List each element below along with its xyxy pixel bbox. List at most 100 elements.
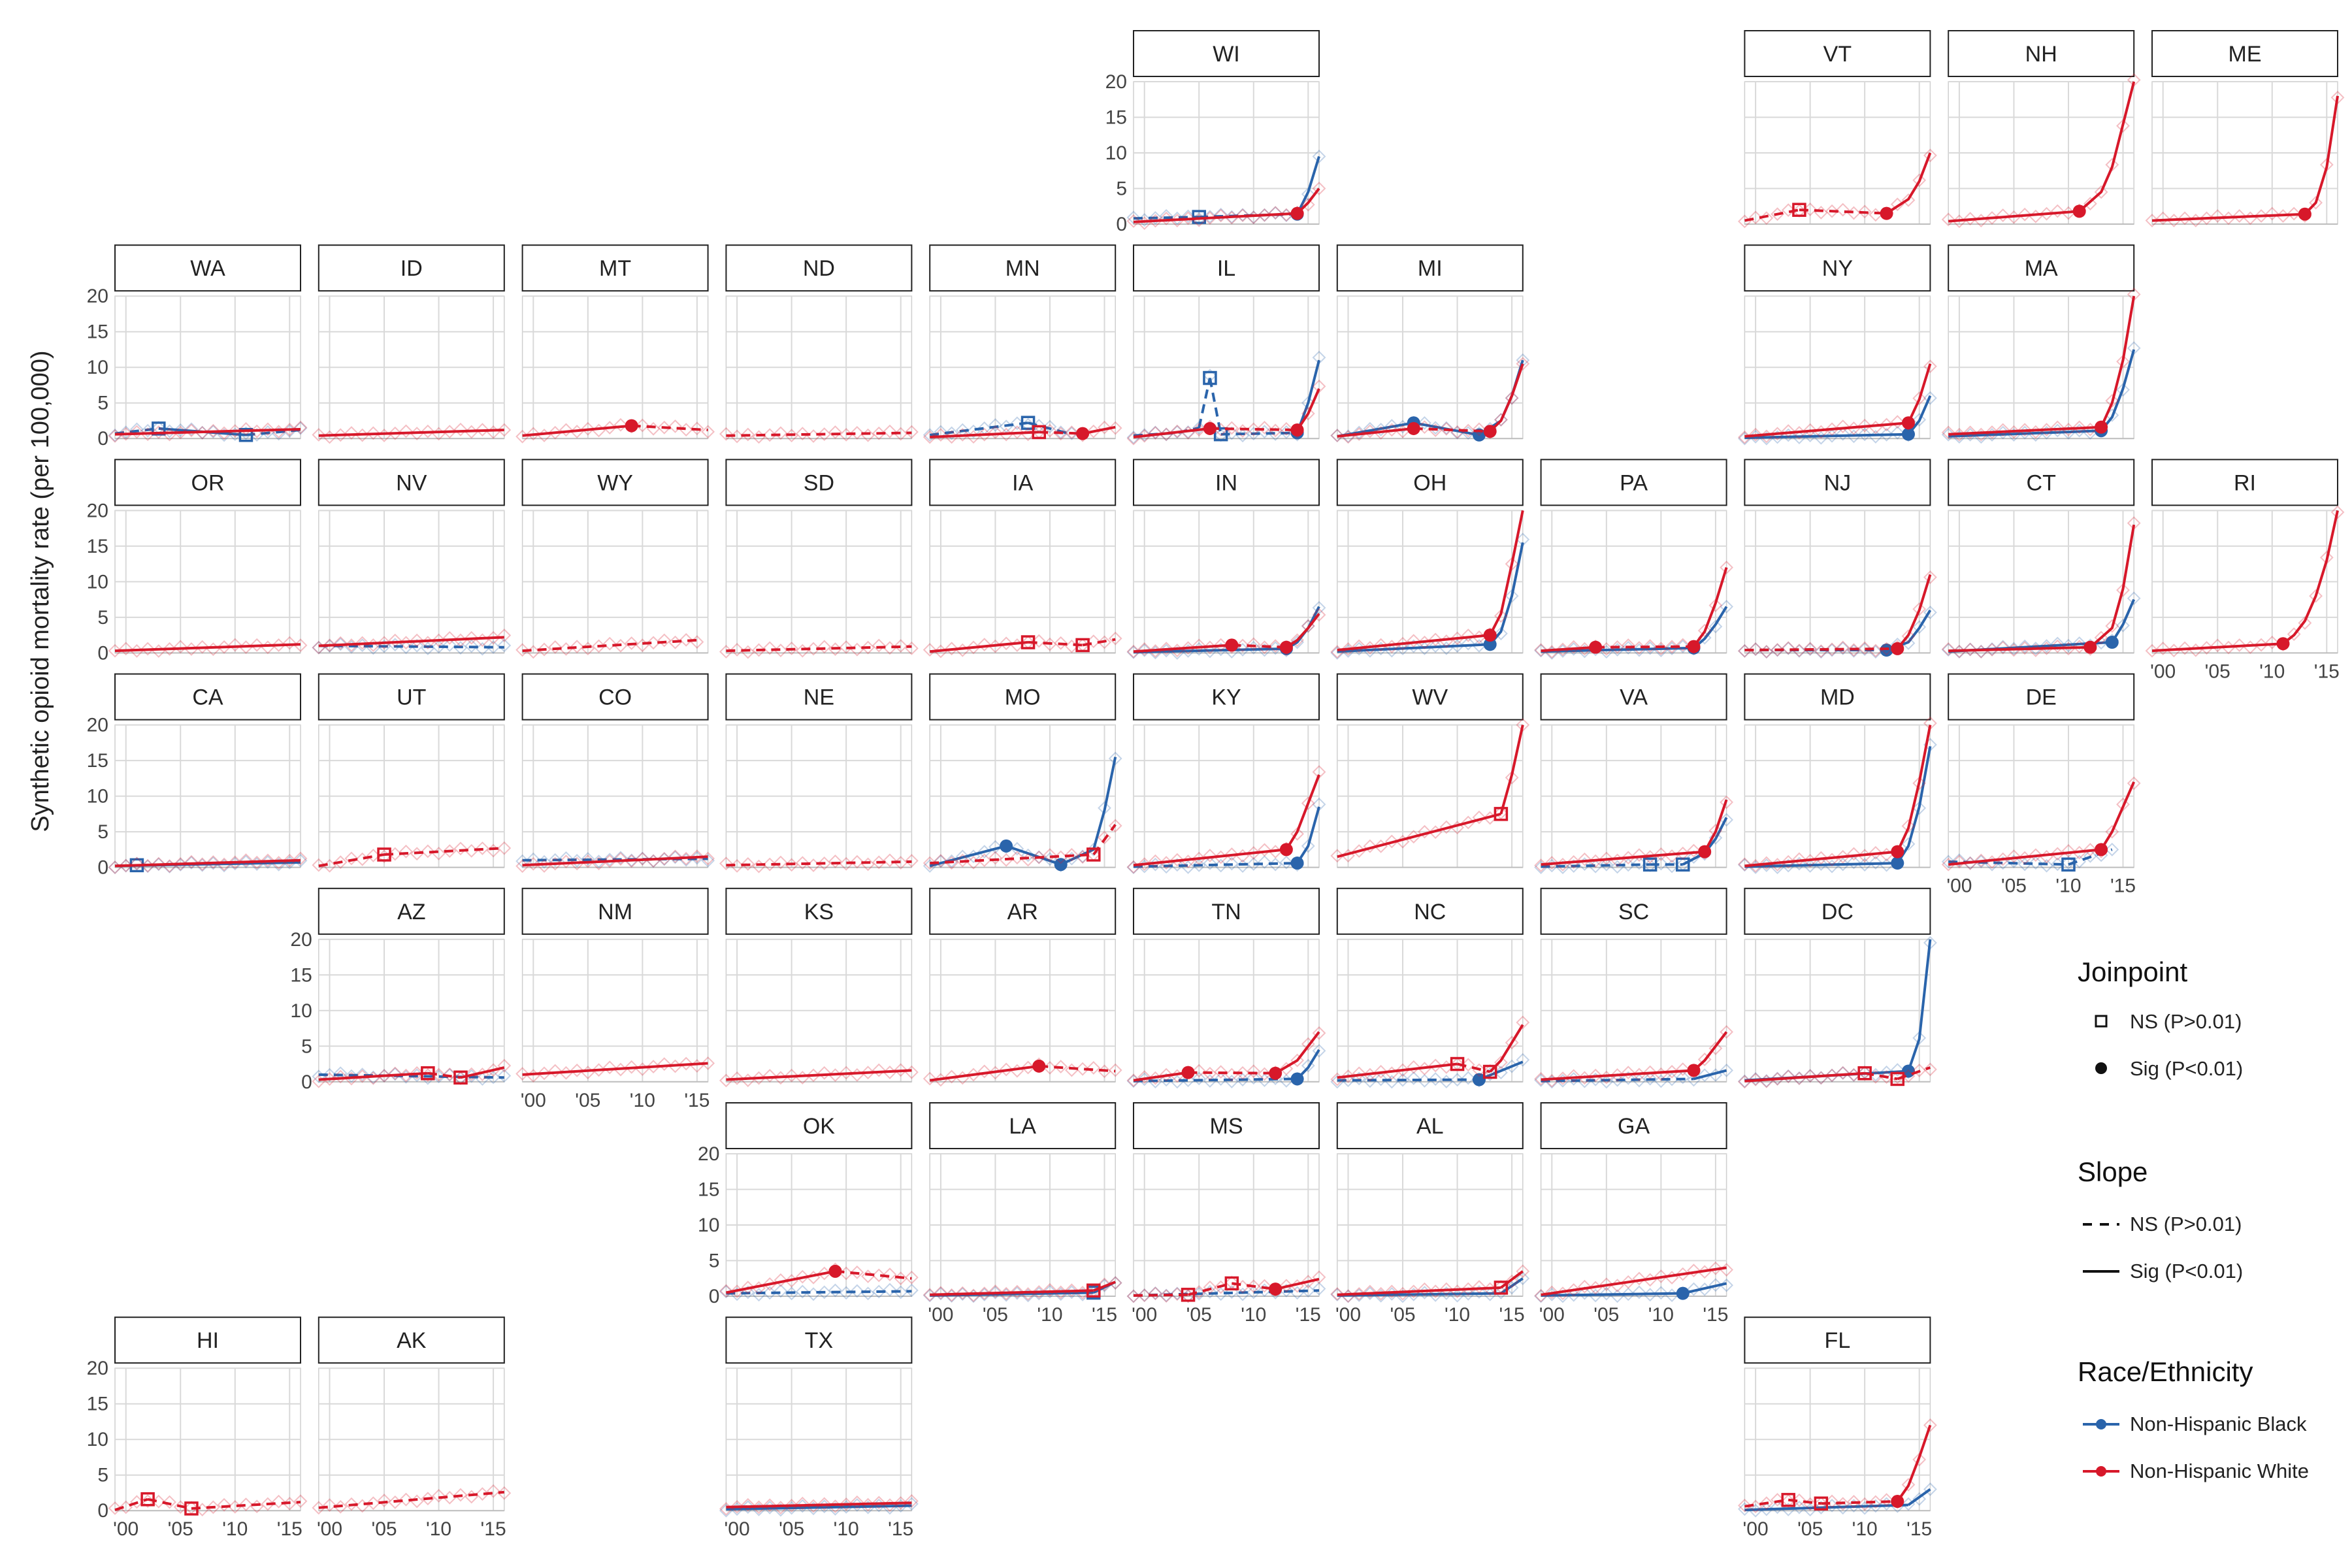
observed-rate-marker xyxy=(635,852,649,866)
observed-rate-marker xyxy=(152,425,166,439)
y-tick-label: 15 xyxy=(1105,107,1127,129)
trend-segment xyxy=(1744,1071,1865,1083)
observed-rate-marker xyxy=(668,849,682,864)
series-white xyxy=(719,853,919,874)
observed-rate-marker xyxy=(1137,428,1152,442)
panel-strip xyxy=(929,1102,1117,1149)
panel-pa: PA xyxy=(1534,459,1734,660)
trend-segment xyxy=(1133,1077,1298,1083)
panel-wa: WA 0 5 10 15 20 xyxy=(87,244,308,449)
observed-rate-marker xyxy=(1043,1282,1057,1297)
panel-ct: CT xyxy=(1941,459,2141,659)
observed-rate-marker xyxy=(785,1499,799,1512)
trend-segment xyxy=(1907,939,1932,1072)
observed-rate-marker xyxy=(1450,631,1464,645)
trend-segment xyxy=(1907,363,1932,424)
observed-rate-marker xyxy=(1720,561,1734,575)
joinpoint-sig xyxy=(2276,637,2290,651)
observed-rate-marker xyxy=(701,425,715,439)
observed-rate-marker xyxy=(2200,211,2213,225)
observed-rate-marker xyxy=(1247,422,1261,436)
observed-rate-marker xyxy=(657,420,672,434)
trend-segment xyxy=(1039,1064,1116,1073)
joinpoint-sig xyxy=(1290,206,1304,220)
panel-mn: MN xyxy=(923,244,1122,444)
observed-rate-marker xyxy=(1771,427,1784,441)
observed-rate-marker xyxy=(1720,813,1734,827)
observed-rate-marker xyxy=(966,640,981,655)
observed-rate-marker xyxy=(1064,847,1079,862)
series-white xyxy=(1737,1418,1937,1514)
joinpoint-sig xyxy=(1880,206,1893,220)
y-tick-label: 10 xyxy=(87,786,108,808)
series-black xyxy=(312,1066,512,1086)
joinpoint-sig xyxy=(1032,1059,1046,1073)
series-white xyxy=(719,424,919,444)
observed-rate-marker xyxy=(2116,119,2130,133)
trend-segment xyxy=(1296,155,1320,215)
observed-rate-marker xyxy=(1137,857,1152,872)
observed-rate-marker xyxy=(206,423,220,438)
observed-rate-marker xyxy=(2309,195,2323,210)
panel-strip-label: AR xyxy=(1007,900,1038,924)
panel-strip xyxy=(1744,30,1931,77)
observed-rate-marker xyxy=(1384,834,1399,849)
observed-rate-marker xyxy=(1363,421,1377,436)
x-tick-label: '10 xyxy=(1037,1304,1062,1326)
panel-ky: KY xyxy=(1126,673,1326,875)
trend-segment xyxy=(1285,774,1320,851)
observed-rate-marker xyxy=(475,1487,489,1501)
legend-slope-sig-label: Sig (P<0.01) xyxy=(2130,1260,2243,1282)
observed-rate-marker xyxy=(1224,857,1239,871)
trend-segment xyxy=(930,1289,1094,1296)
joinpoint-ns xyxy=(1213,427,1228,442)
observed-rate-marker xyxy=(1803,1069,1818,1083)
trend-segment xyxy=(2089,524,2136,649)
observed-rate-marker xyxy=(1192,423,1206,437)
observed-rate-marker xyxy=(1621,1066,1635,1080)
observed-rate-marker xyxy=(1901,837,1916,851)
trend-segment xyxy=(318,1071,429,1081)
observed-rate-marker xyxy=(1567,1283,1581,1297)
panel-strip-label: DE xyxy=(2026,685,2057,710)
panel-ca: CA 0 5 10 15 20 xyxy=(87,673,308,879)
x-tick-label: '05 xyxy=(2205,661,2230,682)
observed-rate-marker xyxy=(679,1056,693,1071)
x-tick-label: '10 xyxy=(426,1518,451,1540)
observed-rate-marker xyxy=(526,427,540,441)
observed-rate-marker xyxy=(839,1497,853,1511)
x-tick-label: '05 xyxy=(575,1090,600,1111)
observed-rate-marker xyxy=(1159,1073,1173,1087)
y-tick-label: 10 xyxy=(87,357,108,378)
series-white xyxy=(515,632,704,659)
observed-rate-marker xyxy=(442,630,457,645)
observed-rate-marker xyxy=(1825,422,1839,436)
observed-rate-marker xyxy=(1170,858,1184,872)
observed-rate-marker xyxy=(2298,616,2312,630)
observed-rate-marker xyxy=(1170,425,1184,439)
observed-rate-marker xyxy=(1148,425,1162,440)
observed-rate-marker xyxy=(1126,210,1141,225)
series-white xyxy=(923,1057,1122,1087)
observed-rate-marker xyxy=(1781,858,1795,873)
series-white xyxy=(1126,379,1326,446)
observed-rate-marker xyxy=(1825,1068,1839,1083)
observed-rate-marker xyxy=(988,418,1002,432)
trend-segment xyxy=(1907,1488,1931,1507)
observed-rate-marker xyxy=(344,426,359,440)
observed-rate-marker xyxy=(1301,396,1315,410)
observed-rate-marker xyxy=(293,421,308,435)
observed-rate-marker xyxy=(2105,157,2119,172)
observed-rate-marker xyxy=(388,1067,402,1081)
observed-rate-marker xyxy=(1301,839,1315,853)
observed-rate-marker xyxy=(108,1501,122,1515)
observed-rate-marker xyxy=(1720,600,1734,613)
x-tick-label: '10 xyxy=(1852,1518,1878,1540)
series-black xyxy=(1534,1278,1734,1303)
panel-strip xyxy=(318,887,505,935)
observed-rate-marker xyxy=(497,423,512,437)
trend-segment xyxy=(1187,1282,1232,1296)
x-tick-label: '15 xyxy=(1499,1304,1525,1326)
joinpoint-sig xyxy=(1891,642,1904,655)
trend-segment xyxy=(1948,210,2080,223)
